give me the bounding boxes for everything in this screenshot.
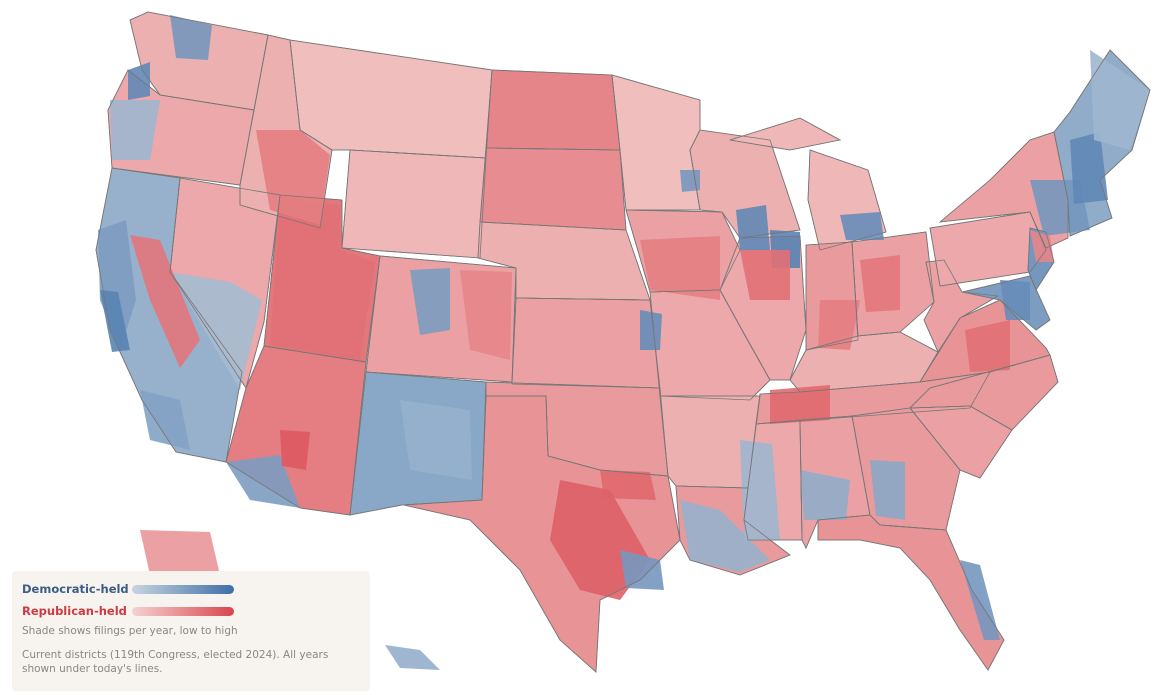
state-border: [961, 275, 1051, 331]
state-border: [1053, 49, 1151, 237]
state-border: [817, 514, 1005, 671]
state-border: [729, 117, 887, 251]
state-border: [805, 241, 859, 351]
democratic-district-cluster: [870, 460, 905, 520]
republican-district-cluster: [130, 235, 200, 368]
republican-district-cluster: [256, 130, 330, 225]
republican-district-cluster: [460, 270, 512, 360]
state-border: [923, 259, 1000, 353]
democratic-district-cluster: [170, 272, 262, 390]
democratic-legend-label: Democratic-held: [22, 582, 129, 596]
shade-note: Shade shows filings per year, low to hig…: [22, 625, 238, 637]
republican-district-cluster: [640, 236, 720, 300]
republican-district-cluster: [270, 200, 375, 360]
state-kansas: [511, 297, 661, 389]
democratic-district-cluster: [740, 440, 780, 540]
state-border: [403, 395, 681, 673]
republican-district-cluster: [965, 320, 1010, 372]
republican-color-ramp: [132, 606, 234, 616]
state-wyoming: [341, 149, 487, 259]
democratic-district-cluster: [960, 560, 1000, 640]
democratic-district-cluster: [1090, 50, 1150, 150]
republican-district-cluster: [280, 430, 310, 470]
democratic-district-cluster: [170, 15, 212, 60]
republican-legend-label: Republican-held: [22, 604, 127, 618]
democratic-district-cluster: [128, 62, 150, 100]
state-montana: [289, 39, 493, 159]
democratic-district-cluster: [736, 205, 770, 250]
democratic-district-cluster: [840, 212, 884, 240]
map-legend: Democratic-held Republican-held Shade sh…: [12, 571, 370, 691]
democratic-district-cluster: [1070, 132, 1108, 204]
state-border: [689, 129, 801, 239]
democratic-color-ramp: [132, 584, 234, 594]
state-borders: [95, 11, 1151, 673]
democratic-district-cluster: [110, 100, 160, 160]
democratic-district-cluster: [1000, 280, 1030, 320]
state-north-dakota: [485, 69, 621, 151]
state-border: [225, 345, 367, 516]
state-border: [929, 211, 1047, 287]
republican-district-cluster: [818, 300, 860, 350]
state-border: [625, 209, 741, 293]
democratic-district-cluster: [100, 290, 130, 352]
democratic-district-cluster: [620, 550, 664, 590]
democratic-district-cluster: [226, 455, 300, 508]
republican-district-cluster: [860, 255, 900, 312]
democratic-district-cluster: [680, 170, 700, 192]
republican-district-cluster: [600, 470, 656, 500]
districts-note: Current districts (119th Congress, elect…: [22, 649, 329, 675]
hawaii-district: [385, 645, 440, 670]
state-border: [169, 177, 281, 389]
republican-district-cluster: [770, 385, 830, 424]
state-border: [341, 149, 487, 259]
democratic-district-cluster: [140, 390, 190, 450]
democratic-district-cluster: [680, 500, 770, 572]
state-border: [719, 235, 807, 381]
democratic-district-cluster: [410, 268, 450, 335]
democratic-district-cluster: [400, 400, 472, 480]
democratic-district-cluster: [800, 470, 850, 520]
alaska-district: [140, 530, 220, 575]
republican-district-cluster: [740, 250, 790, 300]
state-border: [1027, 227, 1055, 291]
state-border: [851, 231, 935, 337]
democratic-district-cluster: [640, 310, 662, 350]
state-south-dakota: [479, 147, 627, 231]
